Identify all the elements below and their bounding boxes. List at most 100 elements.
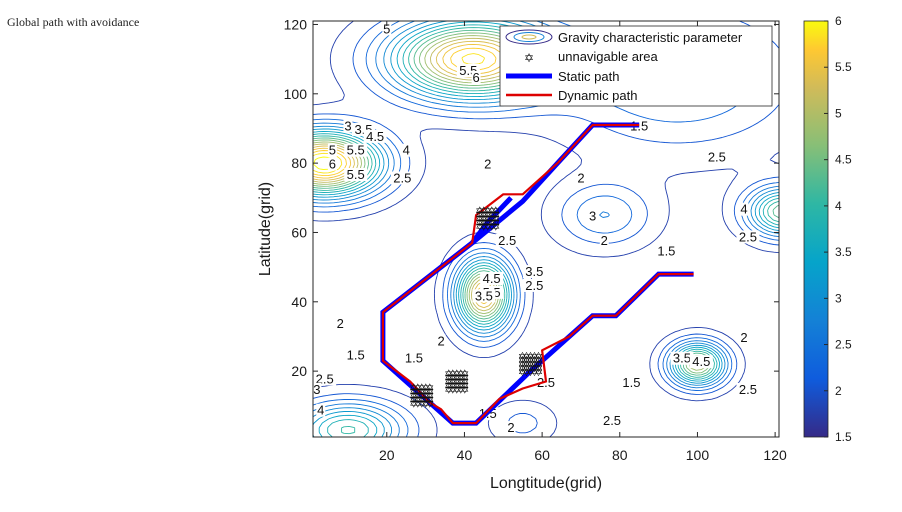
contour-level (313, 21, 779, 437)
star-marker: ✡ (421, 385, 430, 398)
colorbar-tick-label: 4 (835, 199, 842, 213)
star-marker: ✡ (522, 362, 531, 375)
star-marker: ✡ (475, 221, 484, 234)
star-marker: ✡ (425, 381, 434, 394)
star-marker: ✡ (409, 389, 418, 402)
star-marker: ✡ (409, 385, 418, 398)
contour-label: 3 (589, 209, 596, 224)
x-tick-label: 20 (379, 447, 395, 463)
x-tick-label: 60 (534, 447, 550, 463)
contour-label: 2 (337, 316, 344, 331)
contour-label: 1.5 (405, 351, 423, 366)
star-marker: ✡ (444, 380, 453, 393)
star-marker: ✡ (518, 350, 527, 363)
contour-label-bg (343, 119, 353, 133)
contour-label: 3 (344, 118, 351, 133)
x-tick-label: 40 (457, 447, 473, 463)
unnavigable-area: ✡✡✡✡✡✡✡✡✡✡✡✡✡✡✡✡✡✡✡✡✡✡✡✡✡ (409, 381, 434, 410)
contour-label: 4 (403, 143, 410, 158)
star-marker: ✡ (526, 350, 535, 363)
contour-label: 5 (383, 21, 390, 36)
contour-label-bg (344, 168, 368, 181)
contour-label-bg (522, 278, 546, 292)
contour-label-bg (506, 421, 516, 435)
contour-label: 2.5 (708, 150, 726, 165)
star-marker: ✡ (483, 217, 492, 230)
star-marker: ✡ (425, 385, 434, 398)
star-marker: ✡ (460, 376, 469, 389)
legend-label-unnavigable: unnavigable area (558, 49, 659, 64)
star-marker: ✡ (534, 362, 543, 375)
contour-label: 2 (484, 157, 491, 172)
path-lines (380, 122, 694, 426)
x-tick-label: 120 (763, 447, 787, 463)
contour-label: 5 (329, 143, 336, 158)
star-marker: ✡ (526, 366, 535, 379)
contour-label: 2.5 (739, 229, 757, 244)
y-tick-label: 40 (291, 294, 307, 310)
star-marker: ✡ (475, 213, 484, 226)
star-marker: ✡ (456, 368, 465, 381)
contour-label-bg (327, 157, 337, 171)
star-marker: ✡ (425, 397, 434, 410)
star-marker: ✡ (448, 372, 457, 385)
contour-label-bg (313, 382, 322, 396)
contour-label-bg (689, 355, 713, 369)
star-marker: ✡ (530, 362, 539, 375)
star-marker: ✡ (483, 213, 492, 226)
contour-label-bg (344, 143, 368, 157)
axes: 20 40 60 80 100 120 20 40 60 80 100 120 (284, 16, 787, 463)
star-marker: ✡ (413, 393, 422, 406)
star-marker: ✡ (452, 384, 461, 397)
star-marker: ✡ (444, 384, 453, 397)
star-marker: ✡ (448, 376, 457, 389)
contour-label: 2.5 (393, 170, 411, 185)
star-marker: ✡ (456, 372, 465, 385)
star-marker: ✡ (417, 397, 426, 410)
star-marker: ✡ (475, 217, 484, 230)
contour-label-bg (316, 403, 326, 417)
contour-label-bg (401, 143, 411, 157)
contour-label-bg (472, 289, 496, 303)
star-marker: ✡ (448, 368, 457, 381)
star-marker: ✡ (460, 368, 469, 381)
colorbar-gradient (803, 20, 829, 438)
y-tick-label: 60 (291, 224, 307, 240)
star-marker: ✡ (421, 389, 430, 402)
colorbar-tick-label: 3.5 (835, 245, 852, 259)
contour-label: 2.5 (739, 382, 757, 397)
star-marker: ✡ (518, 366, 527, 379)
star-marker: ✡ (413, 397, 422, 410)
colorbar-tick-label: 4.5 (835, 153, 852, 167)
star-marker: ✡ (421, 381, 430, 394)
contour-label: 5.5 (347, 143, 365, 158)
star-marker: ✡ (475, 205, 484, 218)
unnavigable-area: ✡✡✡✡✡✡✡✡✡✡✡✡✡✡✡✡✡✡✡✡✡✡✡✡✡ (475, 205, 500, 234)
y-tick-label: 20 (291, 363, 307, 379)
contour-label: 3.5 (525, 264, 543, 279)
star-marker: ✡ (448, 380, 457, 393)
contour-label: 5.5 (347, 167, 365, 182)
colorbar-tick-label: 5 (835, 106, 842, 120)
contour-label: 1.5 (622, 375, 640, 390)
star-marker: ✡ (456, 384, 465, 397)
contour-label-bg (739, 330, 749, 344)
unnavigable-area: ✡✡✡✡✡✡✡✡✡✡✡✡✡✡✡✡✡✡✡✡✡✡✡✡✡ (518, 350, 543, 379)
contour-label: 2 (577, 170, 584, 185)
contour-label-bg (313, 372, 337, 386)
star-marker: ✡ (483, 221, 492, 234)
contour-level (313, 21, 779, 437)
unnavigable-area: ✡✡✡✡✡✡✡✡✡✡✡✡✡✡✡✡✡✡✡✡✡✡✡✡✡ (444, 368, 469, 397)
star-marker: ✡ (491, 213, 500, 226)
star-marker: ✡ (483, 209, 492, 222)
star-marker: ✡ (487, 205, 496, 218)
contour-label-bg (654, 244, 678, 258)
star-marker: ✡ (522, 366, 531, 379)
contour-label: 2.5 (603, 413, 621, 428)
contour-label: 2.5 (498, 233, 516, 248)
x-tick-label: 80 (612, 447, 628, 463)
star-marker: ✡ (417, 389, 426, 402)
star-marker: ✡ (409, 381, 418, 394)
contour-label: 4 (317, 403, 324, 418)
